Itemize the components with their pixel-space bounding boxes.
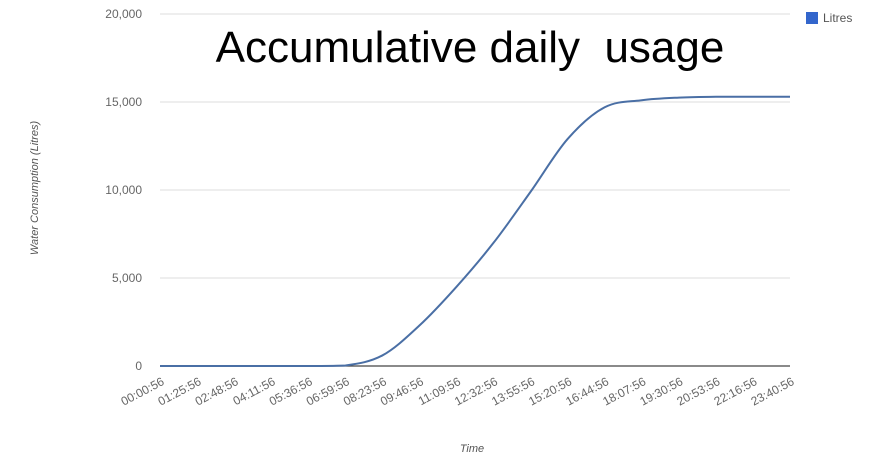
legend: Litres	[806, 11, 852, 25]
y-tick-label: 5,000	[112, 271, 142, 285]
y-tick-label: 0	[135, 359, 142, 373]
y-axis-ticks: 0 5,000 10,000 15,000 20,000	[105, 7, 142, 373]
x-tick-label: 23:40:56	[749, 374, 797, 408]
y-tick-label: 10,000	[105, 183, 142, 197]
grid-lines	[160, 13, 790, 367]
x-axis-ticks: 00:00:5601:25:5602:48:5604:11:5605:36:56…	[119, 374, 797, 408]
legend-label: Litres	[823, 11, 852, 25]
series-line-litres	[160, 95, 790, 367]
legend-swatch	[806, 12, 818, 24]
chart-title: Accumulative daily usage	[216, 23, 725, 72]
y-axis-title: Water Consumption (Litres)	[29, 121, 41, 256]
y-tick-label: 15,000	[105, 95, 142, 109]
series-layer	[160, 95, 790, 367]
y-tick-label: 20,000	[105, 7, 142, 21]
x-axis-title: Time	[460, 443, 484, 455]
